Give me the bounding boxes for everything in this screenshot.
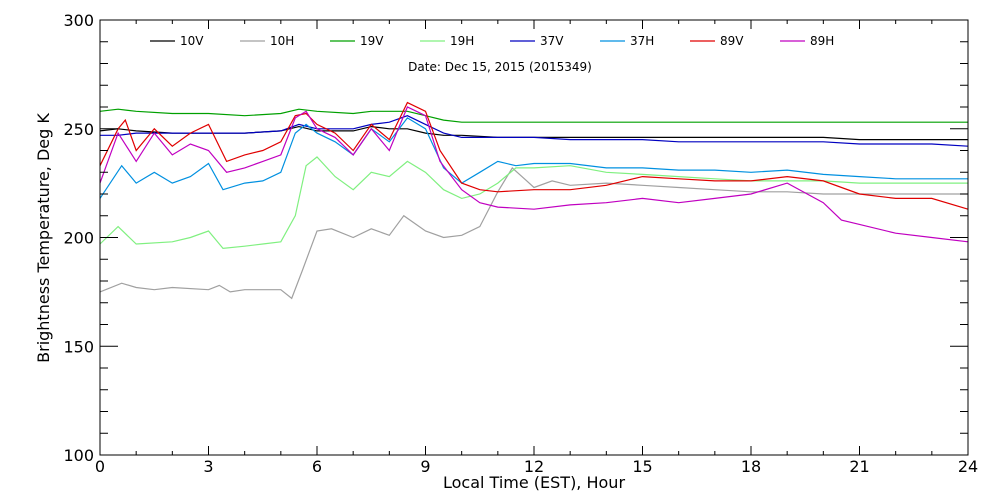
- y-tick-label: 300: [63, 11, 94, 30]
- x-tick-label: 0: [95, 457, 105, 476]
- legend-label-89H: 89H: [810, 34, 834, 48]
- series-line-89V: [99, 101, 969, 210]
- x-axis-label: Local Time (EST), Hour: [443, 473, 625, 492]
- x-tick-label: 9: [420, 457, 430, 476]
- series-line-10H: [99, 166, 968, 300]
- y-axis-label: Brightness Temperature, Deg K: [34, 113, 53, 363]
- legend-label-10H: 10H: [270, 34, 294, 48]
- y-tick-label: 200: [63, 229, 94, 248]
- series-layer: [99, 101, 969, 300]
- legend-label-37H: 37H: [630, 34, 654, 48]
- legend-label-89V: 89V: [720, 34, 744, 48]
- x-tick-label: 24: [958, 457, 978, 476]
- legend-label-10V: 10V: [180, 34, 204, 48]
- y-tick-label: 250: [63, 120, 94, 139]
- x-tick-label: 6: [312, 457, 322, 476]
- legend-label-19V: 19V: [360, 34, 384, 48]
- x-tick-label: 3: [203, 457, 213, 476]
- x-tick-label: 15: [632, 457, 652, 476]
- series-line-89H: [99, 106, 969, 243]
- series-line-37H: [99, 117, 968, 199]
- tick-labels-layer: 0 3 6 9 12 15 18 21 24 100 150 200 250 300: [63, 11, 978, 476]
- y-tick-label: 150: [63, 337, 94, 356]
- date-annotation: Date: Dec 15, 2015 (2015349): [408, 60, 592, 74]
- y-tick-label: 100: [63, 446, 94, 465]
- legend-label-37V: 37V: [540, 34, 564, 48]
- x-tick-label: 18: [741, 457, 761, 476]
- legend-label-19H: 19H: [450, 34, 474, 48]
- series-line-19V: [99, 108, 968, 123]
- x-tick-label: 21: [849, 457, 869, 476]
- series-line-37V: [100, 115, 969, 147]
- ticks-layer: [99, 19, 969, 456]
- x-tick-label: 12: [524, 457, 544, 476]
- legend: 10V 10H 19V 19H 37V 37H 89V 89H: [150, 34, 834, 48]
